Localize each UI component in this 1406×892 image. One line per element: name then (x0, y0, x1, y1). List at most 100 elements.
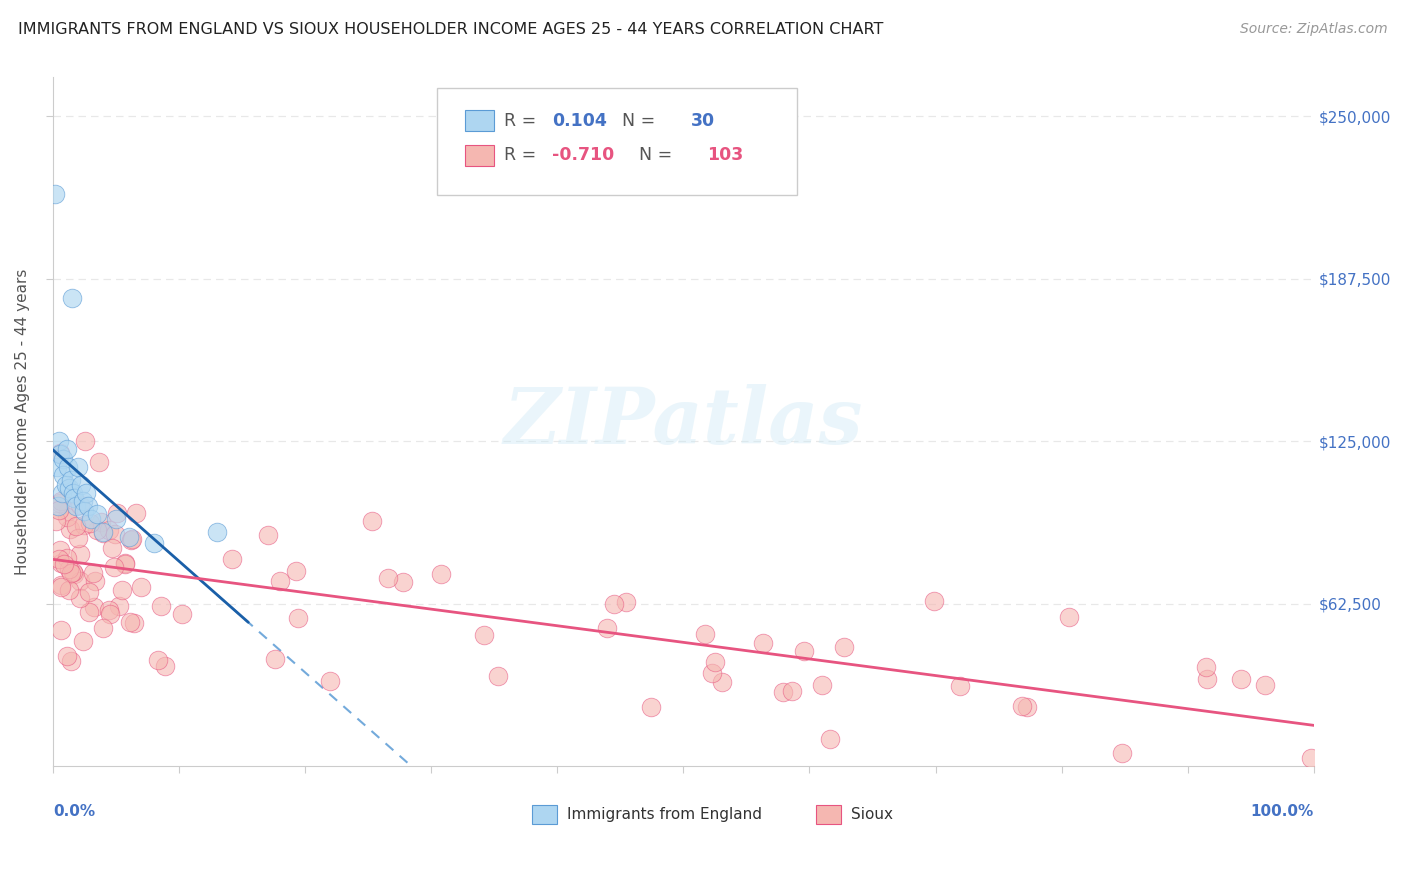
Point (48, 552, 70, 566)
Point (772, 685, 794, 699)
Point (711, 675, 734, 690)
Point (79, 516, 101, 531)
Point (49, 580, 72, 594)
Text: R =: R = (505, 112, 543, 130)
Point (124, 507, 146, 521)
Point (142, 535, 165, 549)
Point (49, 493, 72, 508)
Point (1015, 700, 1038, 714)
Point (101, 541, 124, 555)
Point (77, 500, 100, 514)
Text: IMMIGRANTS FROM ENGLAND VS SIOUX HOUSEHOLDER INCOME AGES 25 - 44 YEARS CORRELATI: IMMIGRANTS FROM ENGLAND VS SIOUX HOUSEHO… (18, 22, 883, 37)
FancyBboxPatch shape (815, 805, 841, 823)
Point (75, 486, 97, 500)
Text: 0.104: 0.104 (553, 112, 607, 130)
FancyBboxPatch shape (465, 111, 495, 131)
Point (285, 564, 308, 578)
Point (148, 653, 170, 667)
Point (45, 514, 67, 528)
Point (77, 605, 100, 619)
Point (62, 566, 84, 580)
Point (59, 654, 82, 668)
Point (49, 578, 72, 592)
Point (287, 611, 309, 625)
Point (221, 551, 243, 566)
Point (377, 571, 399, 585)
Point (55, 478, 77, 492)
Point (149, 599, 172, 614)
Point (73, 504, 96, 518)
Point (155, 659, 177, 673)
Point (91, 526, 114, 541)
Text: 30: 30 (690, 112, 716, 130)
Point (51, 486, 73, 500)
Point (811, 677, 834, 691)
Point (1301, 751, 1323, 765)
Text: Source: ZipAtlas.com: Source: ZipAtlas.com (1240, 22, 1388, 37)
Point (49, 623, 72, 637)
Text: Sioux: Sioux (851, 807, 893, 822)
Point (49, 496, 72, 510)
Point (58, 481, 80, 495)
Text: 100.0%: 100.0% (1250, 804, 1313, 819)
Point (90, 515, 112, 529)
Text: ZIPatlas: ZIPatlas (503, 384, 863, 460)
Point (486, 669, 509, 683)
Point (752, 636, 775, 650)
FancyBboxPatch shape (531, 805, 557, 823)
Point (319, 673, 342, 688)
Point (640, 700, 662, 714)
Point (104, 512, 127, 526)
Point (58, 562, 80, 576)
Point (65, 500, 87, 514)
Point (103, 560, 125, 574)
Point (1195, 659, 1218, 673)
Point (72, 494, 94, 508)
Point (832, 640, 855, 654)
Point (616, 595, 638, 609)
Point (269, 574, 291, 588)
Point (69, 478, 91, 492)
Point (63, 491, 86, 506)
Point (65, 518, 87, 533)
Point (48, 502, 70, 516)
Point (48, 543, 70, 558)
Point (793, 644, 815, 658)
Point (58, 522, 80, 536)
Point (44, 187, 66, 202)
Point (66, 531, 89, 545)
Point (131, 580, 153, 594)
Point (1230, 672, 1253, 686)
Point (56, 551, 79, 566)
Point (360, 515, 382, 529)
Point (122, 615, 145, 630)
Point (703, 655, 725, 669)
Point (45, 460, 67, 475)
Point (69, 548, 91, 562)
Point (93, 525, 115, 540)
Point (56, 442, 79, 456)
Point (98, 603, 121, 617)
Point (59, 473, 82, 487)
Point (924, 594, 946, 608)
Point (98, 607, 121, 622)
Point (84, 574, 107, 589)
FancyBboxPatch shape (465, 145, 495, 166)
Point (91, 621, 114, 635)
Point (49, 447, 72, 461)
Point (97, 524, 120, 538)
Point (1059, 610, 1081, 624)
Point (60, 566, 83, 580)
Point (69, 591, 91, 606)
Point (695, 626, 717, 640)
Point (780, 684, 803, 698)
Point (69, 498, 91, 512)
Point (49, 556, 72, 570)
Point (60, 291, 83, 305)
Point (83, 599, 105, 614)
Text: -0.710: -0.710 (553, 146, 614, 164)
Point (52, 452, 75, 467)
Point (86, 523, 108, 537)
Point (72, 634, 94, 648)
Point (87, 455, 110, 469)
